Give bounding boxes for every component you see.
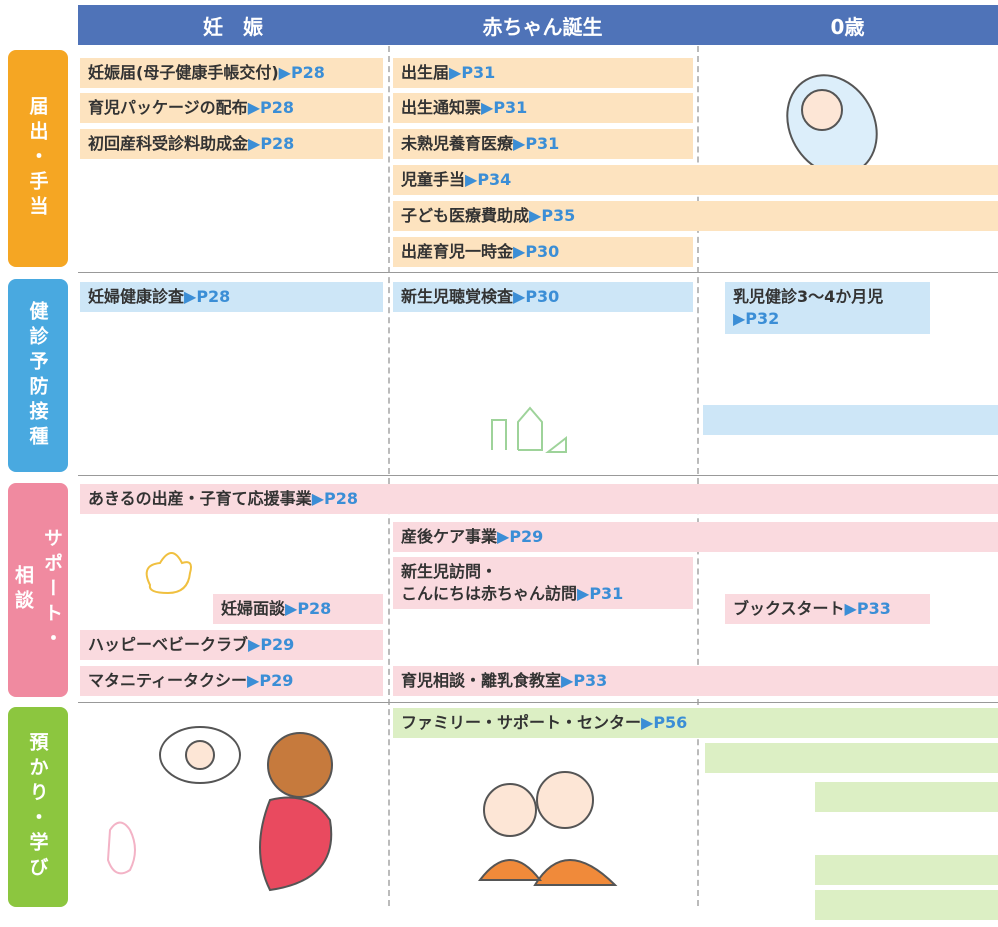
item-label: こんにちは赤ちゃん訪問 <box>401 584 578 603</box>
blank-bar <box>815 782 998 812</box>
item: ブックスタート▶P33 <box>725 594 930 624</box>
page-ref: ▶P28 <box>285 599 332 618</box>
tab-label: 預かり・学び <box>26 732 49 882</box>
blank-bar <box>705 743 998 773</box>
item-label: 新生児聴覚検査 <box>401 287 514 306</box>
item-label: 育児パッケージの配布 <box>88 98 248 117</box>
blank-bar <box>815 890 998 920</box>
page-ref: ▶P31 <box>449 63 496 82</box>
page-ref: ▶P28 <box>248 134 295 153</box>
item-label: ブックスタート <box>733 599 845 618</box>
section-tab: 健診予防接種 <box>8 279 68 472</box>
page-ref: ▶P28 <box>278 63 325 82</box>
item-label: 乳児健診3〜4か月児 <box>733 287 884 306</box>
item: 育児相談・離乳食教室▶P33 <box>393 666 998 696</box>
item-label: 出産育児一時金 <box>401 242 514 261</box>
item-label: 児童手当 <box>401 170 466 189</box>
page-ref: ▶P30 <box>513 287 560 306</box>
column-header: 0歳 <box>697 5 998 45</box>
page-ref: ▶P28 <box>184 287 231 306</box>
page-ref: ▶P29 <box>248 635 295 654</box>
column-divider <box>697 46 699 906</box>
item: 産後ケア事業▶P29 <box>393 522 998 552</box>
tab-label: 健診予防接種 <box>26 300 49 451</box>
tab-label: 相談 <box>12 565 34 615</box>
item: 妊婦健康診査▶P28 <box>80 282 383 312</box>
blank-bar <box>815 855 998 885</box>
page-ref: ▶P56 <box>641 713 688 732</box>
page-ref: ▶P35 <box>529 206 576 225</box>
page-ref: ▶P32 <box>733 309 780 328</box>
item-label: 出生届 <box>401 63 450 82</box>
item: 妊娠届(母子健康手帳交付)▶P28 <box>80 58 383 88</box>
item-label: あきるの出産・子育て応援事業 <box>88 489 312 508</box>
page-ref: ▶P33 <box>561 671 608 690</box>
item-label: 産後ケア事業 <box>401 527 498 546</box>
item-label: 妊婦健康診査 <box>88 287 185 306</box>
item: マタニティータクシー▶P29 <box>80 666 383 696</box>
item: 育児パッケージの配布▶P28 <box>80 93 383 123</box>
item: 児童手当▶P34 <box>393 165 998 195</box>
item: 未熟児養育医療▶P31 <box>393 129 693 159</box>
item: 子ども医療費助成▶P35 <box>393 201 998 231</box>
section-tab: サポート・ 相談 <box>8 483 68 697</box>
page-ref: ▶P29 <box>247 671 294 690</box>
item: ファミリー・サポート・センター▶P56 <box>393 708 998 738</box>
page-ref: ▶P30 <box>513 242 560 261</box>
section-tab: 預かり・学び <box>8 707 68 907</box>
item: 乳児健診3〜4か月児 ▶P32 <box>725 282 930 334</box>
page-ref: ▶P28 <box>247 98 294 117</box>
item: 出産育児一時金▶P30 <box>393 237 693 267</box>
item: 出生届▶P31 <box>393 58 693 88</box>
item-label: 出生通知票 <box>401 98 482 117</box>
item: ハッピーベビークラブ▶P29 <box>80 630 383 660</box>
item-label: 妊娠届(母子健康手帳交付) <box>88 63 279 82</box>
item-label: 育児相談・離乳食教室 <box>401 671 562 690</box>
item: 出生通知票▶P31 <box>393 93 693 123</box>
page-ref: ▶P31 <box>577 584 624 603</box>
page-ref: ▶P31 <box>481 98 528 117</box>
page-ref: ▶P34 <box>465 170 512 189</box>
item: 妊婦面談▶P28 <box>213 594 383 624</box>
page-ref: ▶P28 <box>311 489 358 508</box>
page-ref: ▶P29 <box>497 527 544 546</box>
item: 新生児聴覚検査▶P30 <box>393 282 693 312</box>
row-separator <box>78 272 998 273</box>
item-label: マタニティータクシー <box>88 671 248 690</box>
item-label: 妊婦面談 <box>221 599 286 618</box>
item: 初回産科受診料助成金▶P28 <box>80 129 383 159</box>
row-separator <box>78 702 998 703</box>
item-label: 未熟児養育医療 <box>401 134 514 153</box>
tab-label: サポート・ <box>41 527 63 653</box>
column-header: 赤ちゃん誕生 <box>388 5 697 45</box>
blank-bar <box>703 405 998 435</box>
item-label: 初回産科受診料助成金 <box>88 134 249 153</box>
tab-label: 届出・手当 <box>26 96 49 221</box>
row-separator <box>78 475 998 476</box>
page-ref: ▶P31 <box>513 134 560 153</box>
item-label: 新生児訪問・ <box>401 562 498 581</box>
column-header: 妊 娠 <box>78 5 388 45</box>
item-label: ファミリー・サポート・センター <box>401 713 642 732</box>
column-divider <box>388 46 390 906</box>
page-ref: ▶P33 <box>844 599 891 618</box>
section-tab: 届出・手当 <box>8 50 68 267</box>
item: あきるの出産・子育て応援事業▶P28 <box>80 484 998 514</box>
item-label: 子ども医療費助成 <box>401 206 530 225</box>
item: 新生児訪問・こんにちは赤ちゃん訪問▶P31 <box>393 557 693 609</box>
item-label: ハッピーベビークラブ <box>88 635 249 654</box>
